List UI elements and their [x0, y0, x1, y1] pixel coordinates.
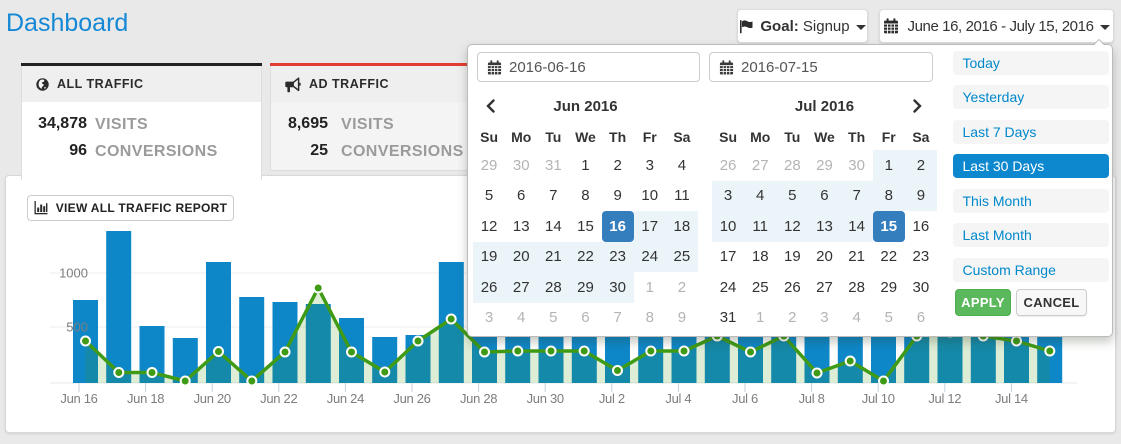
svg-text:Jun 16: Jun 16: [60, 391, 97, 406]
svg-text:Jul 10: Jul 10: [862, 391, 895, 406]
svg-text:Jun 30: Jun 30: [527, 391, 564, 406]
svg-text:Jul 4: Jul 4: [665, 391, 691, 406]
svg-text:Jun 22: Jun 22: [260, 391, 297, 406]
svg-text:1000: 1000: [59, 266, 88, 281]
svg-text:Jun 24: Jun 24: [327, 391, 364, 406]
svg-text:Jul 6: Jul 6: [732, 391, 758, 406]
svg-text:Jun 28: Jun 28: [460, 391, 497, 406]
svg-text:Jun 20: Jun 20: [194, 391, 231, 406]
svg-text:Jul 2: Jul 2: [599, 391, 625, 406]
svg-text:Jul 12: Jul 12: [928, 391, 961, 406]
svg-text:500: 500: [66, 320, 88, 335]
svg-text:Jul 14: Jul 14: [995, 391, 1028, 406]
svg-text:Jul 8: Jul 8: [799, 391, 825, 406]
svg-text:Jun 26: Jun 26: [393, 391, 430, 406]
svg-text:Jun 18: Jun 18: [127, 391, 164, 406]
